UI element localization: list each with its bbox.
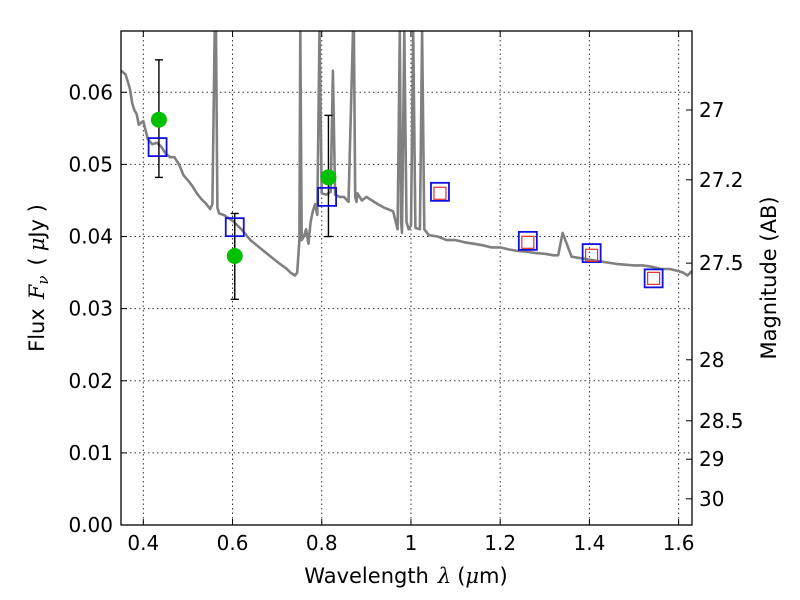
- x-tick-label: 0.6: [217, 531, 249, 555]
- x-tick-label: 0.8: [306, 531, 338, 555]
- model-band-square: [224, 217, 245, 238]
- observed-point: [320, 169, 337, 186]
- y-tick-label: 0.06: [68, 80, 113, 104]
- x-tick-label: 1: [405, 531, 418, 555]
- observed-point: [150, 111, 167, 128]
- x-axis-title: Wavelength λ (μm): [304, 564, 507, 588]
- nir-small-square: [647, 271, 661, 285]
- y-tick-label: 0.04: [68, 225, 113, 249]
- y-tick-label: 0.02: [68, 369, 113, 393]
- spectrum-line: [121, 31, 692, 277]
- model-band-square: [643, 268, 664, 289]
- x-axis-title-unit-open: (: [457, 564, 465, 588]
- y2-tick-label: 29: [699, 447, 724, 471]
- axis-ticks: 0.4 0.6 0.8 1 1.2 1.4 1.6 0.00 0.01 0.02 0.03 0.04 0…: [68, 31, 744, 555]
- y-axis-title-subscript: ν: [34, 276, 52, 285]
- nir-small-square: [521, 235, 535, 249]
- y-tick-label: 0.05: [68, 152, 113, 176]
- x-axis-title-unit-rest: m): [479, 564, 508, 588]
- y-axis-title-symbol: F: [25, 283, 49, 300]
- y-tick-label: 0.00: [68, 513, 113, 537]
- y2-tick-label: 28: [699, 348, 724, 372]
- x-tick-label: 0.4: [127, 531, 159, 555]
- y2-tick-label: 27.5: [699, 251, 744, 275]
- y-tick-label: 0.01: [68, 441, 113, 465]
- plot-frame: [120, 30, 693, 526]
- x-tick-label: 1.6: [663, 531, 695, 555]
- model-band-square: [147, 137, 168, 158]
- model-band-square: [517, 230, 538, 251]
- model-band-square: [317, 186, 337, 207]
- y2-tick-label: 28.5: [699, 409, 744, 433]
- observed-point: [226, 248, 243, 265]
- y2-axis-title: Magnitude (AB): [757, 196, 781, 359]
- x-axis-title-word: Wavelength: [304, 564, 429, 588]
- y-axis-title-unit-rest: Jy ): [25, 204, 49, 240]
- y2-tick-label: 27: [699, 98, 724, 122]
- data-markers: [147, 59, 664, 300]
- x-axis-title-symbol: λ: [437, 564, 451, 588]
- nir-small-square: [433, 186, 447, 200]
- nir-small-square: [585, 248, 599, 262]
- model-band-square: [581, 243, 602, 264]
- plot-area: [121, 31, 692, 277]
- y-tick-label: 0.03: [68, 297, 113, 321]
- y2-tick-label: 27.2: [699, 168, 744, 192]
- x-axis-title-unit-mu: μ: [465, 564, 479, 588]
- x-tick-label: 1.4: [573, 531, 605, 555]
- y-axis-title-unit-mu: μ: [25, 238, 49, 252]
- y-axis-title-word: Flux: [25, 308, 49, 352]
- y-axis-title-unit-open: (: [25, 257, 49, 265]
- model-band-square: [430, 181, 450, 202]
- x-tick-label: 1.2: [484, 531, 516, 555]
- y2-tick-label: 30: [699, 487, 724, 511]
- y-axis-title: Flux Fν ( μJy ): [25, 204, 52, 352]
